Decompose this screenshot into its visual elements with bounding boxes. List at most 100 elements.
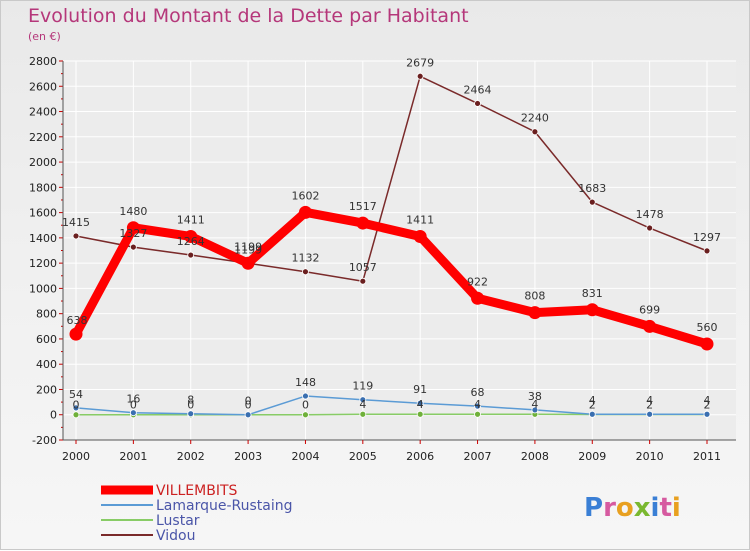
x-tick-label: 2001 xyxy=(119,450,147,463)
data-point xyxy=(474,410,481,418)
data-point xyxy=(69,327,83,341)
data-label: 4 xyxy=(531,398,538,411)
y-tick-label: 1200 xyxy=(29,257,57,270)
data-label: 1480 xyxy=(119,205,147,218)
data-label: 8 xyxy=(187,394,194,407)
data-point xyxy=(129,243,137,251)
data-point xyxy=(413,229,427,243)
data-point xyxy=(72,404,80,412)
data-label: 4 xyxy=(417,398,424,411)
y-tick-label: 2800 xyxy=(29,55,57,68)
data-label: 2 xyxy=(589,398,596,411)
data-point xyxy=(643,319,657,333)
data-point xyxy=(588,410,596,418)
data-label: 38 xyxy=(528,390,542,403)
data-label: 4 xyxy=(646,394,653,407)
data-point xyxy=(416,72,424,80)
series-lamarque-rustaing xyxy=(72,392,711,419)
data-label: 119 xyxy=(352,380,373,393)
data-point xyxy=(302,411,309,419)
y-tick-label: 1600 xyxy=(29,207,57,220)
data-point xyxy=(298,205,312,219)
data-label: 4 xyxy=(474,398,481,411)
x-tick-label: 2010 xyxy=(636,450,664,463)
data-label: 0 xyxy=(302,399,309,412)
data-point xyxy=(585,303,599,317)
data-point xyxy=(72,232,80,240)
data-label: 1478 xyxy=(636,208,664,221)
x-tick-label: 2005 xyxy=(349,450,377,463)
x-tick-label: 2000 xyxy=(62,450,90,463)
data-point xyxy=(416,399,424,407)
x-tick-label: 2009 xyxy=(578,450,606,463)
data-label: 1683 xyxy=(578,182,606,195)
data-label: 2 xyxy=(646,398,653,411)
y-tick-label: 2000 xyxy=(29,156,57,169)
data-point xyxy=(646,410,654,418)
legend-label: Lamarque-Rustaing xyxy=(156,498,293,514)
y-tick-label: 2400 xyxy=(29,106,57,119)
chart-subtitle: (en €) xyxy=(28,30,61,43)
data-point xyxy=(531,128,539,136)
data-label: 2240 xyxy=(521,112,549,125)
data-point xyxy=(187,410,195,418)
chart-title: Evolution du Montant de la Dette par Hab… xyxy=(28,5,469,27)
data-label: 1264 xyxy=(177,235,205,248)
data-point xyxy=(588,198,596,206)
data-point xyxy=(187,251,195,259)
data-label: 148 xyxy=(295,376,316,389)
y-tick-label: 0 xyxy=(50,409,57,422)
data-point xyxy=(531,406,539,414)
data-label: 922 xyxy=(467,275,488,288)
data-label: 699 xyxy=(639,303,660,316)
data-point xyxy=(72,411,80,419)
series-line xyxy=(75,75,708,282)
legend-label: VILLEMBITS xyxy=(156,483,238,499)
y-tick-label: 400 xyxy=(36,358,57,371)
data-point xyxy=(700,337,714,351)
y-tick-label: 200 xyxy=(36,383,57,396)
data-label: 91 xyxy=(413,383,427,396)
data-label: 68 xyxy=(471,386,485,399)
data-point xyxy=(471,291,485,305)
y-tick-label: 1400 xyxy=(29,232,57,245)
series-villembits xyxy=(69,205,714,351)
y-tick-label: 2200 xyxy=(29,131,57,144)
data-label: 54 xyxy=(69,388,83,401)
data-label: 16 xyxy=(126,393,140,406)
data-point xyxy=(359,396,367,404)
data-point xyxy=(359,277,367,285)
data-label: 1199 xyxy=(234,240,262,253)
data-point xyxy=(184,229,198,243)
data-label: 1411 xyxy=(177,213,205,226)
data-label: 1132 xyxy=(291,252,319,265)
data-point xyxy=(302,392,309,400)
x-tick-label: 2008 xyxy=(521,450,549,463)
x-tick-label: 2004 xyxy=(291,450,319,463)
y-tick-label: 1000 xyxy=(29,282,57,295)
plot-area xyxy=(63,61,736,440)
data-label: 831 xyxy=(582,287,603,300)
data-point xyxy=(359,410,367,418)
series-line xyxy=(72,207,709,349)
data-label: 1517 xyxy=(349,200,377,213)
data-point xyxy=(528,306,542,320)
data-label: 1297 xyxy=(693,231,721,244)
data-point xyxy=(703,247,711,255)
data-point xyxy=(356,216,370,230)
data-label: 0 xyxy=(130,399,137,412)
x-tick-label: 2002 xyxy=(177,450,205,463)
data-label: 1602 xyxy=(291,189,319,202)
data-label: 1199 xyxy=(234,243,262,256)
proxiti-logo: Proxiti xyxy=(584,493,681,523)
y-tick-label: 800 xyxy=(36,308,57,321)
y-tick-label: 1800 xyxy=(29,181,57,194)
data-label: 2464 xyxy=(464,83,492,96)
x-tick-label: 2003 xyxy=(234,450,262,463)
data-label: 1415 xyxy=(62,216,90,229)
x-tick-label: 2007 xyxy=(464,450,492,463)
data-point xyxy=(244,411,252,419)
data-point xyxy=(416,410,424,418)
data-label: 1411 xyxy=(406,213,434,226)
